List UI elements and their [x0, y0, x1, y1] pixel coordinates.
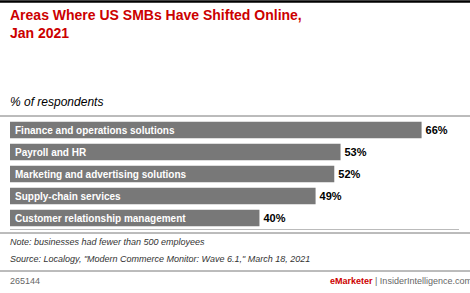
category-label: Payroll and HR — [15, 147, 87, 158]
bar — [10, 188, 316, 205]
footer-site: | InsiderIntelligence.com — [373, 276, 470, 286]
source-note: Source: Localogy, "Modern Commerce Monit… — [10, 254, 310, 264]
separator — [0, 116, 470, 117]
chart-svg: Areas Where US SMBs Have Shifted Online,… — [0, 0, 470, 293]
bar — [10, 144, 341, 161]
footer-id: 265144 — [10, 276, 40, 286]
title: Areas Where US SMBs Have Shifted Online,… — [10, 7, 302, 41]
bars — [10, 122, 422, 227]
separator — [0, 271, 470, 272]
bar — [10, 210, 259, 227]
value-label: 49% — [320, 190, 342, 202]
value-label: 53% — [345, 146, 367, 158]
value-label: 52% — [338, 168, 360, 180]
x-axis-line — [10, 229, 459, 230]
value-label: 40% — [263, 212, 285, 224]
subtitle: % of respondents — [10, 95, 103, 109]
bar — [10, 122, 422, 139]
top-rule — [0, 0, 470, 3]
footer-brand: eMarketer | InsiderIntelligence.com — [330, 276, 470, 286]
labels: Finance and operations solutions 66% Payro… — [15, 124, 448, 224]
note: Note: businesses had fewer than 500 empl… — [10, 237, 205, 247]
bar — [10, 166, 334, 183]
category-label: Customer relationship management — [15, 213, 186, 224]
category-label: Finance and operations solutions — [15, 125, 175, 136]
category-label: Supply-chain services — [15, 191, 121, 202]
value-label: 66% — [426, 124, 448, 136]
separator — [0, 233, 470, 234]
category-label: Marketing and advertising solutions — [15, 169, 187, 180]
chart-container: Areas Where US SMBs Have Shifted Online,… — [0, 0, 470, 293]
footer-brand-name: eMarketer — [330, 276, 373, 286]
